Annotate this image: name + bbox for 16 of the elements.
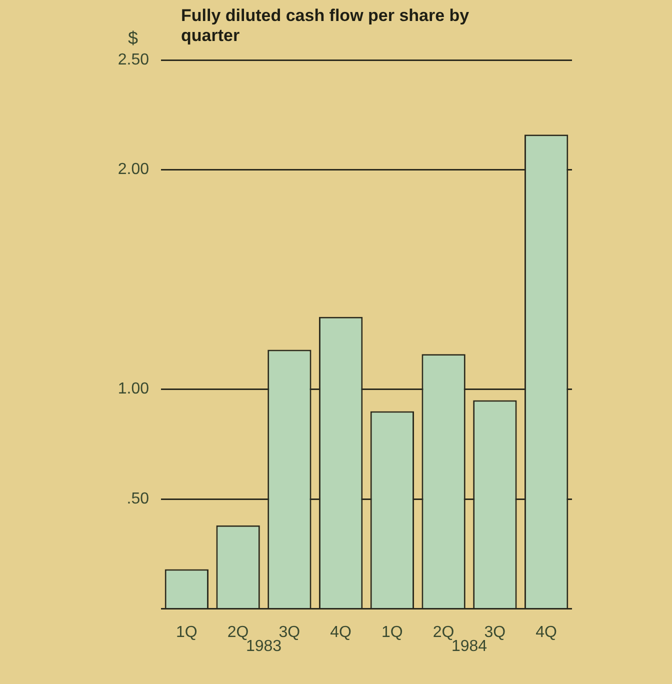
x-tick-label: 1Q <box>382 624 403 641</box>
chart-title: Fully diluted cash flow per share by quarter <box>181 6 470 46</box>
y-axis-title: $ <box>128 28 138 49</box>
x-tick-label: 4Q <box>536 624 557 641</box>
text: 1984 <box>451 638 488 656</box>
x-tick-label: 4Q <box>330 624 352 641</box>
x-tick-label: 1Q <box>176 624 198 641</box>
x-tick-label: 2Q <box>227 624 249 641</box>
y-tick-label: 2.00 <box>118 161 150 178</box>
x-tick-label: 3Q <box>278 624 300 641</box>
y-tick-label: .50 <box>126 490 150 508</box>
x-tick-label: 2Q <box>432 624 454 641</box>
y-tick-label: 2.50 <box>118 51 150 68</box>
x-tick-label: 3Q <box>484 624 506 641</box>
y-tick-label: 1.00 <box>118 380 150 398</box>
text: 1983 <box>246 638 282 656</box>
